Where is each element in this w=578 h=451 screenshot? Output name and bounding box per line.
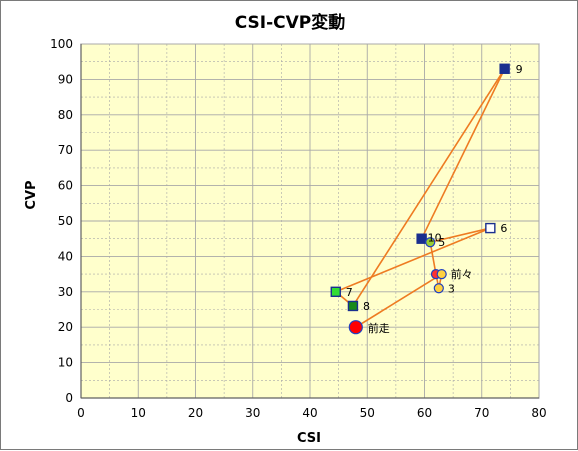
point-marker [485, 222, 496, 234]
data-points [330, 63, 510, 335]
point-label: 7 [346, 286, 353, 299]
point-label: 6 [500, 222, 507, 235]
point-marker [499, 63, 510, 74]
y-tick-label: 30 [58, 285, 73, 299]
connecting-lines [335, 68, 506, 328]
connector-segment [355, 273, 443, 328]
point-labels: 前走 前々3 5 6 78 9 10 [346, 63, 523, 335]
point-label: 10 [428, 232, 442, 245]
point-marker [348, 320, 363, 335]
x-tick-label: 0 [77, 406, 85, 420]
y-tick-label: 60 [58, 179, 73, 193]
y-axis-title: CVP [24, 180, 39, 209]
connector-segment [352, 68, 506, 307]
y-tick-label: 0 [65, 391, 73, 405]
x-tick-label: 20 [188, 406, 203, 420]
x-tick-label: 70 [474, 406, 489, 420]
point-marker [436, 269, 447, 280]
connector-segment [420, 68, 506, 240]
connector-segment [335, 227, 491, 293]
y-tick-label: 100 [50, 37, 73, 51]
x-tick-label: 50 [360, 406, 375, 420]
connector-segment [429, 242, 437, 275]
point-label: 8 [363, 300, 370, 313]
point-marker [425, 237, 436, 248]
point-label: 3 [448, 282, 455, 295]
point-marker [416, 233, 427, 244]
point-label: 前走 [368, 321, 390, 335]
x-axis-title: CSI [297, 431, 321, 446]
x-tick-label: 40 [302, 406, 317, 420]
point-label: 前々 [451, 267, 473, 281]
connector-segment [430, 227, 491, 244]
y-tick-label: 70 [58, 143, 73, 157]
y-axis-ticks: 0 10 20 30 40 50 60 70 80 90 100 [50, 37, 73, 405]
x-axis-ticks: 0 10 20 30 40 50 60 70 80 [77, 406, 546, 420]
y-tick-label: 20 [58, 320, 73, 334]
point-marker [433, 283, 444, 294]
point-marker [347, 300, 359, 312]
x-tick-label: 30 [245, 406, 260, 420]
chart-title: CSI-CVP変動 [235, 12, 346, 33]
point-marker [330, 286, 341, 297]
x-tick-label: 60 [417, 406, 432, 420]
x-tick-label: 80 [531, 406, 546, 420]
y-tick-label: 40 [58, 249, 73, 263]
x-tick-label: 10 [131, 406, 146, 420]
y-tick-label: 50 [58, 214, 73, 228]
y-tick-label: 80 [58, 108, 73, 122]
y-tick-label: 90 [58, 72, 73, 86]
point-label: 9 [516, 63, 523, 76]
point-label: 5 [438, 236, 445, 249]
y-tick-label: 10 [58, 356, 73, 370]
gridlines [80, 43, 540, 399]
